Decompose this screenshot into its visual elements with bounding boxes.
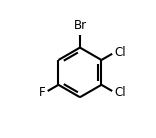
Text: Br: Br	[73, 19, 87, 32]
Text: Cl: Cl	[115, 46, 126, 59]
Text: F: F	[39, 86, 45, 99]
Text: Cl: Cl	[115, 86, 126, 99]
